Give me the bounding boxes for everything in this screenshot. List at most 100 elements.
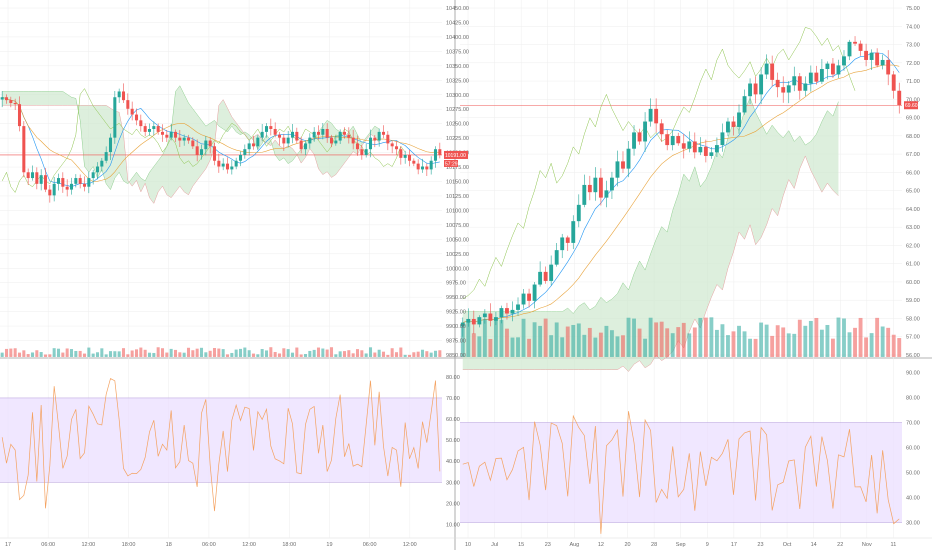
- volume-bar: [637, 328, 642, 357]
- y-tick-label: 63.00: [906, 225, 920, 231]
- candle-body: [156, 126, 160, 132]
- candle-body: [56, 178, 61, 184]
- volume-bar: [538, 325, 543, 357]
- volume-bar: [221, 349, 225, 357]
- volume-bar: [709, 317, 714, 357]
- volume-bar: [117, 351, 121, 357]
- volume-bar: [282, 348, 286, 357]
- candle-body: [35, 172, 39, 184]
- volume-bar: [104, 354, 108, 357]
- kijun-line: [2, 96, 440, 182]
- candle-body: [117, 91, 121, 98]
- volume-bar: [808, 320, 813, 357]
- tenkan-line: [462, 52, 900, 323]
- x-tick-label: 18:00: [282, 542, 296, 548]
- volume-bar: [748, 338, 752, 357]
- candle-body: [720, 132, 725, 146]
- volume-bar: [737, 325, 741, 357]
- candle-body: [65, 186, 69, 190]
- candle-body: [9, 100, 13, 104]
- rsi-band: [0, 397, 442, 483]
- volume-bar: [212, 348, 217, 357]
- volume-bar: [438, 350, 442, 357]
- volume-bar: [864, 337, 869, 357]
- candle-body: [364, 149, 368, 155]
- tenkan-line: [2, 96, 440, 188]
- candle-body: [775, 79, 780, 88]
- candle-body: [69, 183, 74, 190]
- volume-bar: [676, 327, 681, 357]
- volume-bar: [303, 354, 308, 357]
- volume-bar: [560, 337, 565, 357]
- candle-body: [527, 293, 531, 301]
- volume-bar: [126, 354, 130, 357]
- candle-body: [126, 100, 130, 109]
- volume-bar: [510, 337, 515, 357]
- volume-bar: [626, 317, 631, 357]
- candle-body: [82, 183, 87, 187]
- x-tick-label: 23: [545, 542, 551, 548]
- x-tick-label: 12:00: [242, 542, 256, 548]
- indicator-lines-layer: [0, 27, 902, 323]
- volume-bar: [299, 354, 303, 357]
- candle-body: [43, 175, 48, 190]
- x-tick-label: 28: [651, 542, 657, 548]
- candle-body: [554, 250, 559, 265]
- candle-body: [26, 172, 30, 179]
- y-tick-label: 10350.00: [446, 64, 469, 70]
- candle-body: [303, 143, 308, 150]
- candle-body: [381, 131, 386, 135]
- volume-bar: [139, 347, 143, 357]
- volume-bar: [726, 335, 730, 357]
- senkou-span-a: [462, 97, 839, 314]
- candle-body: [342, 131, 347, 135]
- candle-body: [290, 131, 295, 138]
- price-tag: 10191.00: [445, 153, 466, 159]
- volume-bar: [554, 322, 559, 357]
- volume-bar: [52, 348, 56, 357]
- y-tick-label: 66.00: [906, 170, 920, 176]
- volume-bar: [731, 331, 736, 357]
- volume-bar: [665, 328, 670, 357]
- candle-body: [748, 83, 752, 97]
- candle-body: [87, 178, 91, 187]
- volume-bar: [152, 352, 156, 357]
- candle-body: [571, 221, 576, 243]
- y-tick-label: 57.00: [906, 335, 920, 341]
- volume-bar: [720, 324, 725, 357]
- volume-bar: [394, 352, 399, 357]
- volume-bar: [121, 348, 126, 357]
- candle-body: [299, 140, 303, 150]
- volume-bar: [886, 327, 891, 357]
- candle-body: [621, 161, 625, 169]
- x-tick-label: 20: [624, 542, 630, 548]
- rsi-tick-label: 50.00: [906, 471, 920, 477]
- volume-bar: [290, 352, 295, 357]
- volume-bar: [565, 326, 570, 357]
- volume-bar: [191, 350, 195, 357]
- volume-bar: [621, 335, 625, 357]
- candle-body: [598, 177, 603, 198]
- candle-body: [853, 41, 857, 44]
- volume-bar: [521, 318, 526, 357]
- candle-body: [587, 184, 592, 193]
- volume-bar: [764, 324, 769, 357]
- volume-bar: [875, 317, 880, 357]
- volume-bar: [643, 338, 648, 357]
- rsi-tick-label: 40.00: [906, 496, 920, 502]
- volume-bar: [403, 354, 407, 357]
- kijun-line: [462, 64, 900, 323]
- senkou-span-b: [462, 155, 839, 372]
- volume-bar: [587, 327, 592, 357]
- volume-bar: [0, 352, 4, 357]
- candle-body: [781, 87, 786, 93]
- volume-bar: [604, 325, 609, 357]
- volume-bar: [22, 350, 26, 357]
- candle-body: [471, 318, 476, 325]
- volume-bar: [759, 322, 764, 357]
- volume-bar: [781, 327, 786, 357]
- volume-bar: [687, 333, 692, 357]
- candle-body: [182, 137, 186, 141]
- volume-bar: [471, 333, 476, 357]
- volume-bar: [770, 335, 775, 357]
